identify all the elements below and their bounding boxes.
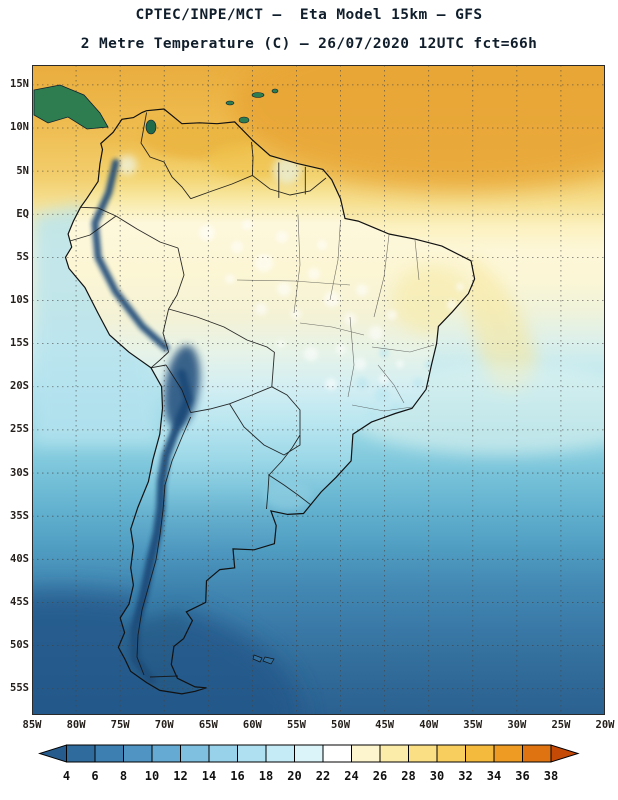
page-title: CPTEC/INPE/MCT – Eta Model 15km – GFS [135,7,483,23]
lat-label-45S: 45S [10,595,29,608]
trinidad-island [238,116,250,124]
lon-label-50W: 50W [331,719,351,731]
colorbar-value: 4 [63,769,70,783]
colorbar-segment [265,744,295,763]
colorbar-value: 32 [458,769,472,783]
colorbar-segment [294,744,324,763]
amazon-mottling [199,220,464,390]
colorbar-segment [493,744,523,763]
lon-label-35W: 35W [463,719,483,731]
state-borders [236,214,435,412]
lat-label-EQ: EQ [16,207,29,220]
colorbar-value: 34 [487,769,501,783]
lon-label-65W: 65W [198,719,218,731]
lat-label-15S: 15S [10,337,29,350]
lat-label-30S: 30S [10,466,29,479]
colorbar-segment [379,744,409,763]
falkland-islands [252,654,275,665]
lon-label-60W: 60W [242,719,262,731]
borders-layer [33,84,476,695]
colorbar-segment [94,744,124,763]
lon-label-75W: 75W [110,719,130,731]
colorbar-arrow-low [37,744,67,763]
colorbar-segment [66,744,96,763]
lat-label-40S: 40S [10,552,29,565]
lat-label-10S: 10S [10,294,29,306]
colorbar-value: 24 [344,769,358,783]
map-area [31,65,606,715]
country-borders [69,112,327,678]
south-america-coastline [64,108,476,695]
map-frame [32,65,605,715]
colorbar-value: 20 [287,769,301,783]
colorbar-segment [151,744,181,763]
colorbar-segment [465,744,495,763]
lat-label-55S: 55S [10,682,29,695]
colorbar-value: 36 [515,769,529,783]
caribbean-islands [225,88,279,124]
lat-label-10N: 10N [10,121,29,134]
temperature-map [31,65,606,715]
lon-label-30W: 30W [507,719,527,731]
colorbar-segment [436,744,466,763]
colorbar-segment [208,744,238,763]
lon-label-80W: 80W [66,719,86,731]
lat-label-50S: 50S [10,639,29,652]
colorbar-value: 14 [202,769,216,783]
central-america-landmass [33,84,109,130]
warm-atlantic-patch [232,65,605,190]
colorbar-segment [123,744,153,763]
lon-label-55W: 55W [286,719,306,731]
colorbar-value: 28 [401,769,415,783]
lat-label-35S: 35S [10,509,29,522]
lon-label-85W: 85W [22,719,42,731]
colorbar-segment [522,744,552,763]
lat-label-25S: 25S [10,423,29,436]
lat-label-20S: 20S [10,380,29,393]
colorbar-value: 26 [373,769,387,783]
colorbar-value: 22 [316,769,330,783]
colorbar-value: 10 [145,769,159,783]
lon-label-20W: 20W [595,719,615,731]
colorbar-arrow-high [550,744,580,763]
colorbar-value: 6 [91,769,98,783]
lat-label-5N: 5N [16,164,29,177]
lat-label-15N: 15N [10,78,29,91]
colorbar-value: 18 [259,769,273,783]
lon-label-25W: 25W [551,719,571,731]
colorbar-segment [180,744,210,763]
warm-coastal-tongue [457,255,537,392]
colorbar-value: 8 [120,769,127,783]
lon-label-40W: 40W [419,719,439,731]
colorbar-segment [237,744,267,763]
colorbar-segment [322,744,352,763]
page-subtitle: 2 Metre Temperature (C) – 26/07/2020 12U… [80,36,538,52]
colorbar-value: 38 [544,769,558,783]
lat-label-5S: 5S [16,250,29,263]
lon-label-70W: 70W [154,719,174,731]
lake-maracaibo [145,119,157,135]
colorbar-value: 30 [430,769,444,783]
colorbar-value: 16 [230,769,244,783]
colorbar-segment [351,744,381,763]
colorbar-scale: 4 6 8 10 12 14 16 18 20 22 24 26 28 30 32 34 36 38 [37,744,580,783]
lon-label-45W: 45W [375,719,395,731]
colorbar-value: 12 [173,769,187,783]
cool-pacific-patch [32,205,162,445]
colorbar: 4 6 8 10 12 14 16 18 20 22 24 26 28 30 32 34 36 38 [37,742,580,786]
colorbar-segment [408,744,438,763]
